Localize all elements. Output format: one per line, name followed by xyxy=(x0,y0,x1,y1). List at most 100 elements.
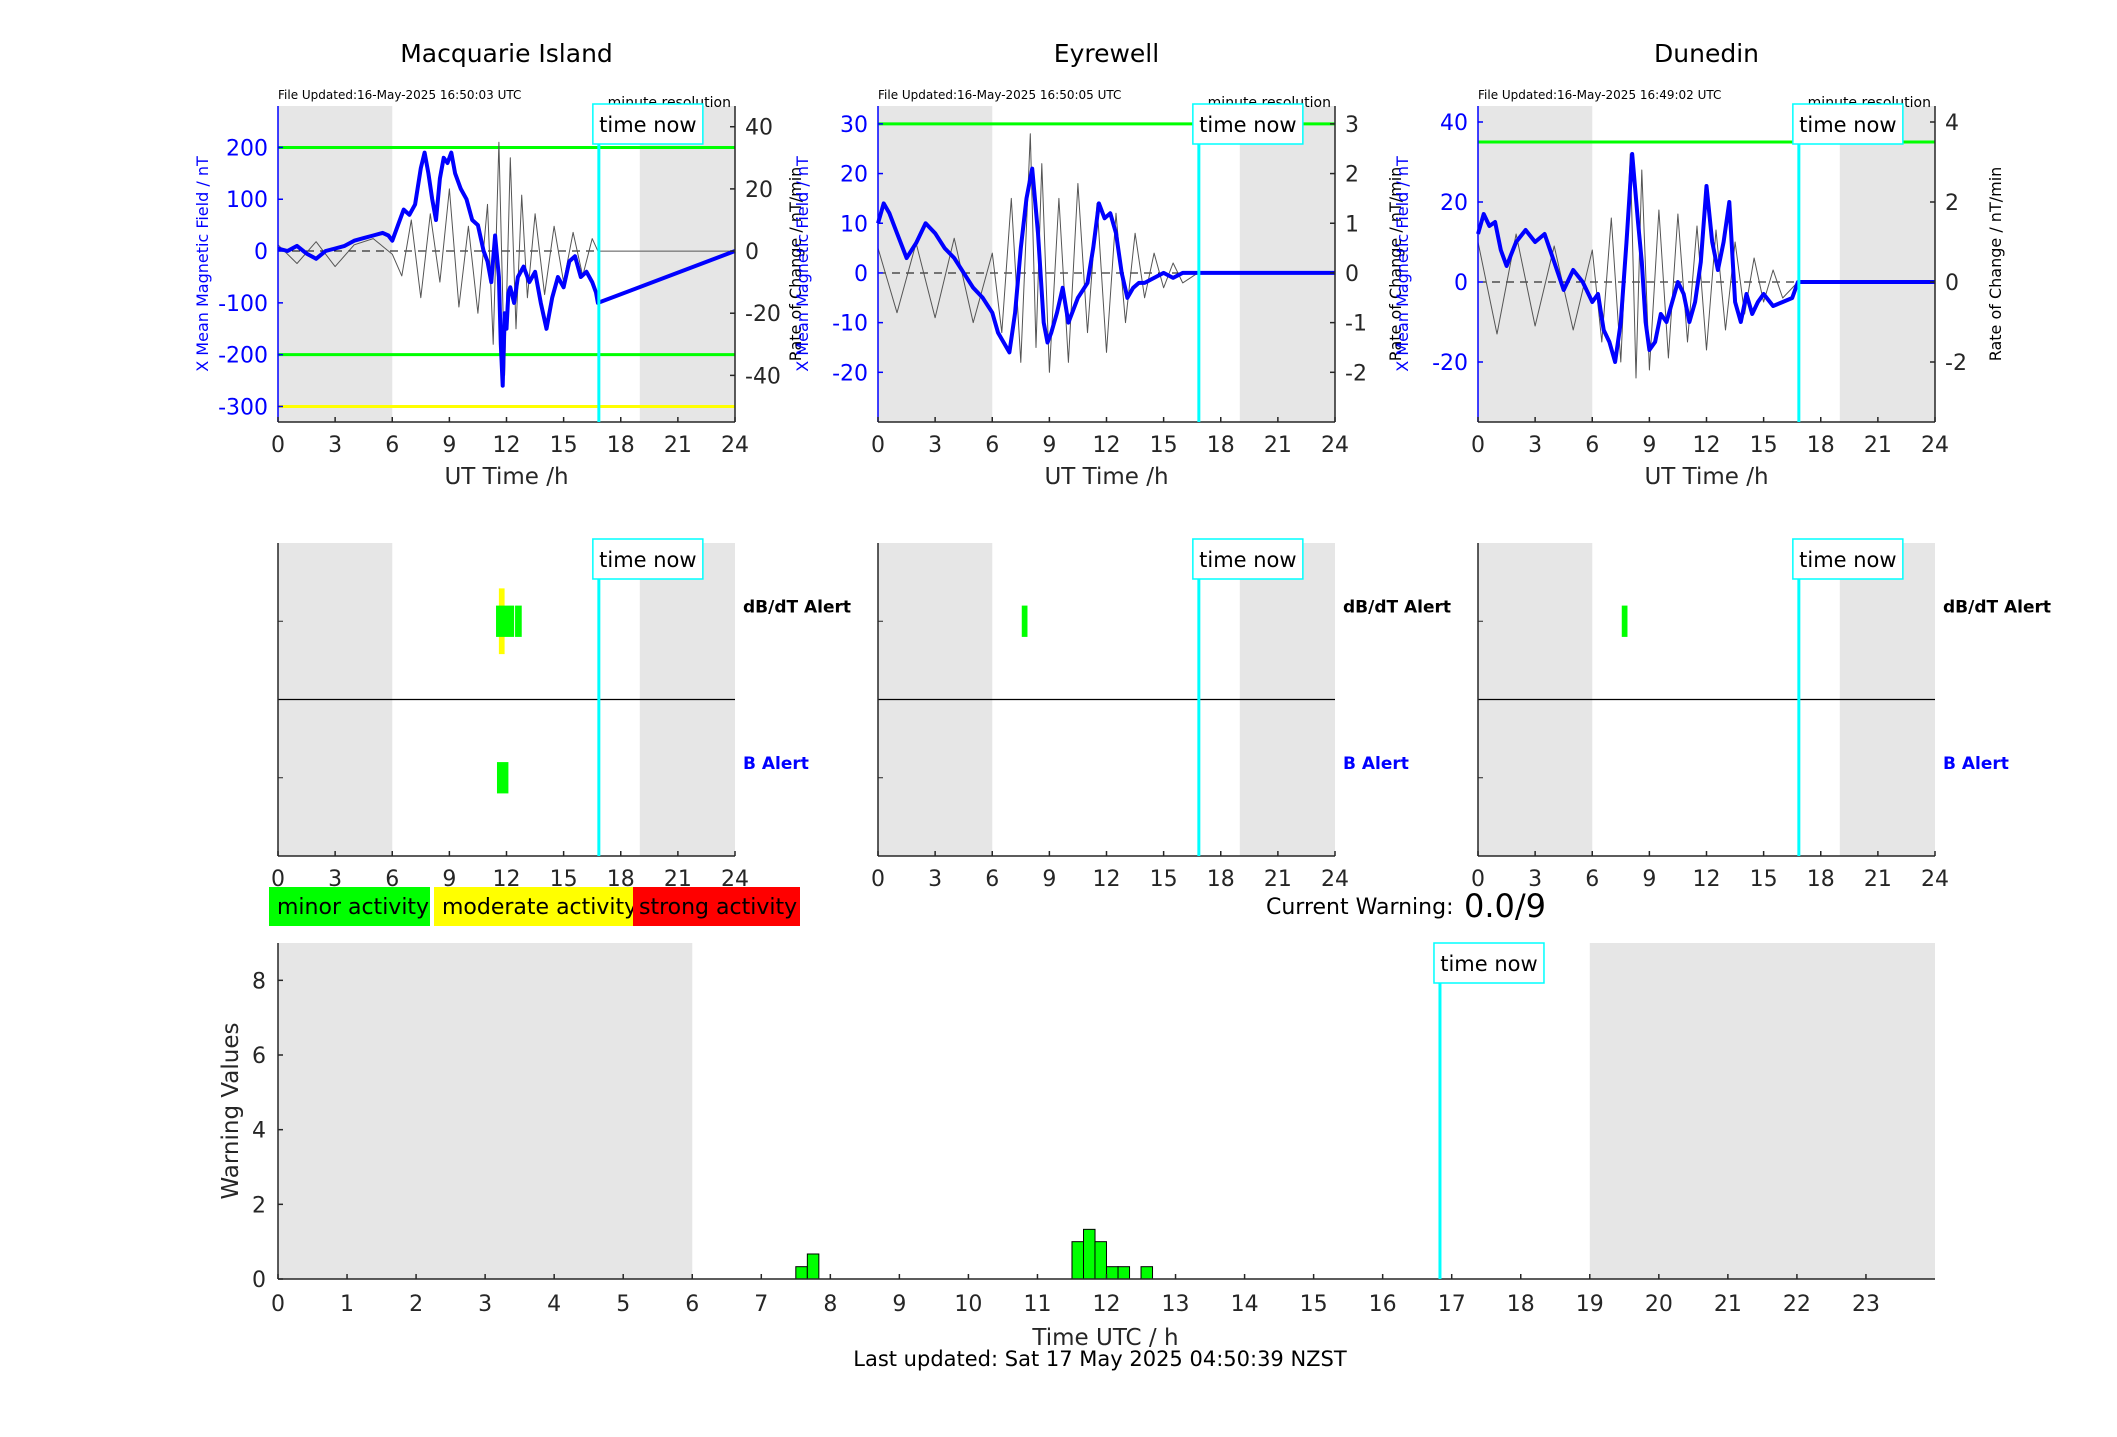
y-tick-label-left: 200 xyxy=(226,136,268,161)
y-tick-label-left: -20 xyxy=(1432,351,1468,376)
time-now-box xyxy=(592,103,704,145)
time-now-label: time now xyxy=(1440,952,1537,976)
magnetic-field-series xyxy=(277,150,736,388)
x-tick-label: 0 xyxy=(271,1292,285,1317)
x-axis-label: UT Time /h xyxy=(444,464,568,490)
warning-bar xyxy=(1083,1228,1096,1280)
time-now-box xyxy=(1792,538,1904,580)
row-label-b: B Alert xyxy=(1343,754,1409,774)
y-axis-label-left: X Mean Magnetic Field / nT xyxy=(1393,156,1412,372)
y-tick-label-left: 20 xyxy=(840,163,868,188)
y-axis-label-right: Rate of Change / nT/min xyxy=(1986,167,2005,362)
x-tick-label: 3 xyxy=(1528,867,1542,892)
y-tick-label-left: 0 xyxy=(854,262,868,287)
y-axis-label-left: X Mean Magnetic Field / nT xyxy=(193,156,212,372)
legend-strong-swatch xyxy=(633,887,800,926)
x-tick-label: 0 xyxy=(271,433,285,458)
x-tick-label: 18 xyxy=(1807,433,1835,458)
file-updated-label: File Updated:16-May-2025 16:50:03 UTC xyxy=(278,88,521,102)
file-updated-label: File Updated:16-May-2025 16:49:02 UTC xyxy=(1478,88,1721,102)
legend-moderate-swatch xyxy=(434,887,633,926)
y-axis-label-right: Rate of Change / nT/min xyxy=(786,167,805,362)
x-tick-label: 15 xyxy=(1150,433,1178,458)
y-axis-label: Warning Values xyxy=(218,1022,244,1199)
x-tick-label: 0 xyxy=(1471,867,1485,892)
alert-chart-2: 0 3 6 9 12 15 18 21 24 dB/dT Alert B Alert time now xyxy=(871,538,1451,892)
x-tick-label: 24 xyxy=(1921,433,1949,458)
alert-bar xyxy=(1021,605,1028,637)
y-tick-label-right: -40 xyxy=(745,364,781,389)
x-tick-label: 12 xyxy=(1693,433,1721,458)
y-tick-label-right: -20 xyxy=(745,302,781,327)
x-tick-label: 0 xyxy=(871,867,885,892)
x-tick-label: 18 xyxy=(607,433,635,458)
x-tick-label: 15 xyxy=(1300,1292,1328,1317)
time-now-label: time now xyxy=(1199,113,1296,137)
time-now-box xyxy=(1433,942,1545,984)
y-tick-label-left: -200 xyxy=(218,344,268,369)
time-now-label: time now xyxy=(599,113,696,137)
x-tick-label: 21 xyxy=(1264,433,1292,458)
x-tick-label: 20 xyxy=(1645,1292,1673,1317)
chart-title: Macquarie Island xyxy=(400,39,613,68)
time-now-label: time now xyxy=(1799,548,1896,572)
y-tick-label-left: 10 xyxy=(840,212,868,237)
y-tick-label: 8 xyxy=(252,969,266,994)
x-tick-label: 21 xyxy=(1864,867,1892,892)
y-tick-label-left: -10 xyxy=(832,312,868,337)
x-tick-label: 21 xyxy=(664,433,692,458)
x-tick-label: 12 xyxy=(1093,1292,1121,1317)
x-tick-label: 24 xyxy=(1321,867,1349,892)
chart-title: Eyrewell xyxy=(1054,39,1159,68)
time-now-label: time now xyxy=(1799,113,1896,137)
x-tick-label: 12 xyxy=(1093,867,1121,892)
warning-bar xyxy=(1140,1266,1154,1280)
x-axis-label: UT Time /h xyxy=(1644,464,1768,490)
x-tick-label: 18 xyxy=(1807,867,1835,892)
x-tick-label: 12 xyxy=(1693,867,1721,892)
x-tick-label: 15 xyxy=(550,433,578,458)
x-tick-label: 17 xyxy=(1438,1292,1466,1317)
legend-minor-label: minor activity xyxy=(277,895,429,920)
y-tick-label-left: 30 xyxy=(840,113,868,138)
magnetic-field-series xyxy=(1476,152,1935,364)
x-tick-label: 6 xyxy=(685,1292,699,1317)
x-tick-label: 21 xyxy=(1264,867,1292,892)
y-tick-label-left: 20 xyxy=(1440,191,1468,216)
x-tick-label: 0 xyxy=(271,867,285,892)
y-tick-label-right: -1 xyxy=(1345,312,1367,337)
x-tick-label: 11 xyxy=(1023,1292,1051,1317)
x-tick-label: 12 xyxy=(1093,433,1121,458)
time-now-label: time now xyxy=(599,548,696,572)
x-tick-label: 5 xyxy=(616,1292,630,1317)
night-shade xyxy=(1478,106,1593,422)
chart-title: Dunedin xyxy=(1654,39,1759,68)
x-tick-label: 15 xyxy=(1750,867,1778,892)
alert-bar xyxy=(515,605,522,637)
x-tick-label: 21 xyxy=(1864,433,1892,458)
alert-bar xyxy=(496,605,515,637)
warning-bar xyxy=(1094,1241,1107,1280)
y-tick-label: 2 xyxy=(252,1193,266,1218)
warning-bar xyxy=(1071,1241,1084,1280)
x-tick-label: 6 xyxy=(985,867,999,892)
y-axis-label-right: Rate of Change / nT/min xyxy=(1386,167,1405,362)
x-tick-label: 6 xyxy=(1585,867,1599,892)
night-shade xyxy=(1239,106,1335,422)
x-tick-label: 16 xyxy=(1369,1292,1397,1317)
time-now-box xyxy=(1792,103,1904,145)
x-tick-label: 18 xyxy=(1207,867,1235,892)
y-tick-label-left: 40 xyxy=(1440,111,1468,136)
y-tick-label: 4 xyxy=(252,1119,266,1144)
warning-bar xyxy=(806,1253,820,1280)
warning-bar xyxy=(1117,1266,1131,1280)
time-now-box xyxy=(592,538,704,580)
y-tick-label-right: 3 xyxy=(1345,113,1359,138)
x-tick-label: 6 xyxy=(385,867,399,892)
time-now-box xyxy=(1192,103,1304,145)
x-tick-label: 18 xyxy=(1207,433,1235,458)
x-tick-label: 15 xyxy=(1150,867,1178,892)
